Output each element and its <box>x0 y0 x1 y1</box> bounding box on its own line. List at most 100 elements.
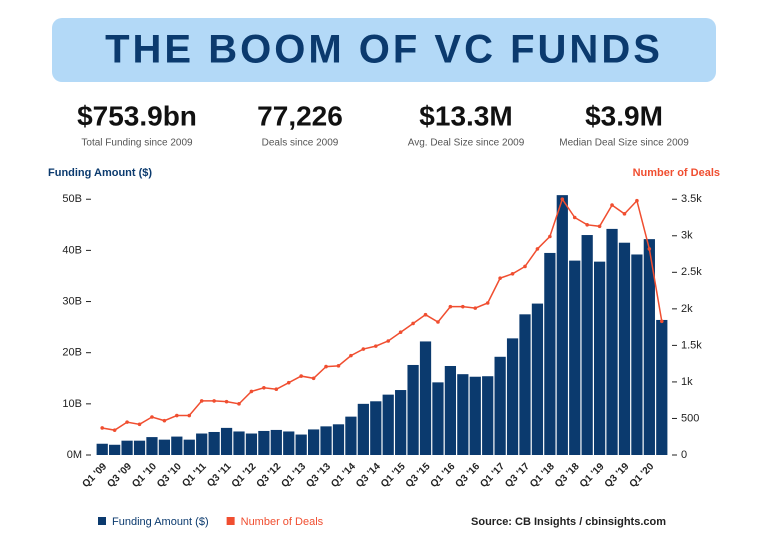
x-tick-label: Q3 '16 <box>454 461 483 490</box>
bar <box>183 439 195 455</box>
x-tick-label: Q1 '11 <box>180 461 209 490</box>
deals-point <box>100 426 105 430</box>
deals-point <box>274 387 279 392</box>
y2-tick-label: 0 <box>681 449 687 461</box>
deals-point <box>585 223 589 227</box>
bar <box>196 433 208 455</box>
deals-point <box>473 306 478 310</box>
bar <box>618 242 631 455</box>
y-tick-label: 20B <box>62 347 82 359</box>
deals-point <box>249 389 254 394</box>
source: Source: CB Insights / cbinsights.com <box>471 516 666 528</box>
x-tick-label: Q3 '15 <box>404 461 433 490</box>
legend-swatch <box>98 517 106 525</box>
bar <box>158 439 171 455</box>
bar <box>569 260 581 455</box>
stat-value: $13.3M <box>419 100 512 131</box>
title-box <box>52 18 716 82</box>
bar <box>233 431 245 455</box>
y2-tick-label: 2k <box>681 303 693 315</box>
deals-point <box>498 276 502 280</box>
bar <box>482 376 494 455</box>
bar <box>121 440 133 455</box>
bar <box>395 390 407 455</box>
bar <box>544 252 556 455</box>
stat-caption: Deals since 2009 <box>262 138 339 149</box>
deals-point <box>622 212 627 216</box>
bar <box>283 431 295 455</box>
deals-point <box>659 319 664 324</box>
deals-point <box>572 215 577 220</box>
legend-swatch <box>226 517 235 525</box>
deals-point <box>548 234 552 239</box>
deals-point <box>311 376 316 381</box>
deals-point <box>485 301 490 305</box>
x-tick-label: Q1 '15 <box>379 461 408 490</box>
deals-point <box>336 364 341 368</box>
y2-tick-label: 1k <box>681 376 693 388</box>
y2-axis-label: Number of Deals <box>633 167 720 179</box>
y-tick-label: 10B <box>62 398 82 410</box>
bar <box>519 314 531 455</box>
bar <box>270 429 282 455</box>
stat-caption: Median Deal Size since 2009 <box>559 138 689 149</box>
y-tick-label: 50B <box>62 193 82 205</box>
x-tick-label: Q1 '16 <box>429 461 458 490</box>
x-tick-label: Q3 '12 <box>255 461 284 490</box>
deals-line <box>102 197 663 431</box>
deals-point <box>125 420 129 424</box>
x-tick-label: Q1 '17 <box>478 461 507 490</box>
deals-point <box>137 422 142 427</box>
deals-point <box>523 264 527 269</box>
deals-point <box>436 320 440 324</box>
bar <box>208 431 220 455</box>
deals-point <box>349 353 353 358</box>
legend-label: Funding Amount ($) <box>112 516 209 528</box>
bar <box>357 403 369 455</box>
bar <box>631 254 643 455</box>
deals-point <box>286 380 291 385</box>
stat-value: 77,226 <box>257 100 343 131</box>
y-tick-label: 40B <box>62 244 82 256</box>
deals-point <box>423 312 428 317</box>
y2-tick-label: 3k <box>681 230 693 242</box>
x-tick-label: Q3 '18 <box>553 461 582 490</box>
deals-point <box>112 428 117 432</box>
deals-point <box>150 415 154 419</box>
deals-point <box>187 413 192 418</box>
bar <box>593 261 606 455</box>
bar <box>581 235 593 455</box>
bar <box>307 429 320 455</box>
bar <box>407 364 419 455</box>
x-tick-label: Q1 '18 <box>528 461 557 490</box>
x-tick-label: Q1 '13 <box>279 461 308 490</box>
deals-point <box>199 399 204 403</box>
legend-label: Number of Deals <box>241 516 324 528</box>
x-tick-label: Q1 '20 <box>628 461 657 490</box>
bar <box>245 433 258 455</box>
x-tick-label: Q3 '17 <box>503 461 532 490</box>
bar <box>320 426 332 455</box>
bar <box>556 195 568 455</box>
x-tick-label: Q3 '14 <box>354 461 383 490</box>
bar <box>295 434 307 455</box>
bar <box>506 338 519 455</box>
bar <box>432 382 444 455</box>
deals-point <box>162 418 167 423</box>
x-tick-label: Q1 '10 <box>130 461 159 490</box>
bar <box>457 374 469 455</box>
deals-point <box>175 413 179 418</box>
x-tick-label: Q3 '10 <box>155 461 184 490</box>
deals-point <box>361 347 366 351</box>
y-axis-label: Funding Amount ($) <box>48 167 152 179</box>
x-tick-label: Q3 '09 <box>105 461 134 490</box>
deals-point <box>647 247 652 251</box>
deals-point <box>373 344 378 348</box>
deals-point <box>212 399 216 403</box>
bar <box>133 440 146 455</box>
bar <box>96 443 108 455</box>
bar <box>332 424 345 455</box>
deals-point <box>461 304 465 309</box>
stat-value: $753.9bn <box>77 100 197 131</box>
deals-point <box>510 271 515 276</box>
